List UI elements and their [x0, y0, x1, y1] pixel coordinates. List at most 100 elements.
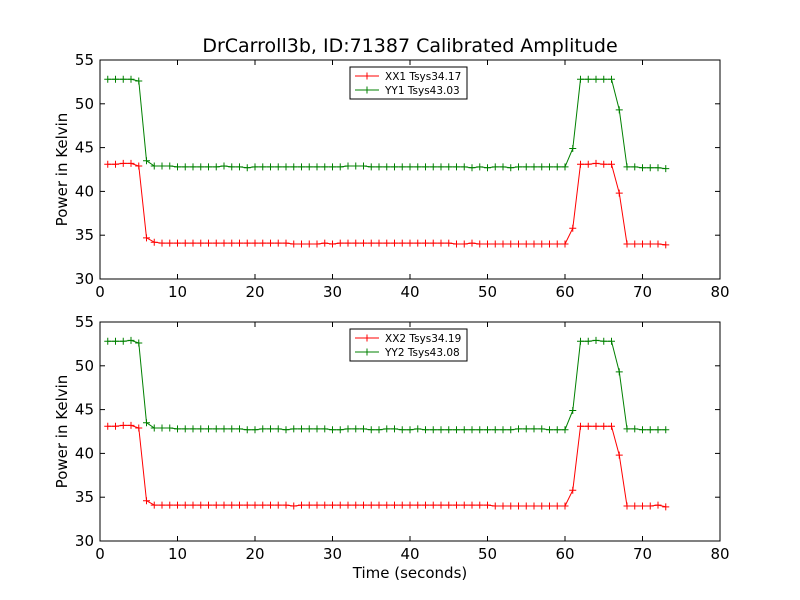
data-point	[344, 239, 352, 247]
data-point	[321, 425, 329, 433]
data-point	[197, 239, 205, 247]
data-point	[205, 501, 212, 509]
data-point	[553, 240, 561, 248]
data-point	[468, 164, 476, 172]
data-point	[205, 163, 212, 171]
data-point	[181, 163, 189, 171]
data-point	[236, 239, 243, 247]
data-point	[174, 425, 181, 433]
x-tick-label: 30	[323, 283, 342, 301]
data-point	[538, 163, 546, 171]
data-point	[143, 234, 150, 242]
data-point	[329, 426, 336, 434]
data-point	[243, 239, 251, 247]
data-point	[282, 239, 290, 247]
data-point	[274, 163, 282, 171]
y-tick-label: 50	[75, 95, 94, 113]
x-tick-label: 40	[400, 283, 419, 301]
data-point	[375, 426, 383, 434]
y-tick-label: 35	[75, 226, 94, 244]
data-point	[158, 424, 166, 432]
data-point	[654, 240, 662, 248]
data-point	[406, 239, 414, 247]
data-point	[437, 239, 445, 247]
data-point	[329, 163, 336, 171]
data-point	[584, 337, 592, 345]
data-point	[546, 240, 553, 248]
data-point	[189, 163, 197, 171]
data-point	[662, 165, 670, 173]
data-point	[274, 501, 282, 509]
x-tick-label: 50	[478, 283, 497, 301]
data-point	[546, 502, 553, 510]
data-point	[662, 426, 670, 434]
data-point	[298, 240, 305, 248]
data-point	[313, 501, 321, 509]
data-point	[445, 426, 453, 434]
data-point	[228, 239, 236, 247]
data-point	[476, 426, 484, 434]
legend: XX2 Tsys34.19 YY2 Tsys43.08	[349, 328, 468, 362]
data-point	[507, 240, 515, 248]
data-point	[282, 426, 290, 434]
data-point	[577, 160, 584, 168]
data-point	[561, 502, 569, 510]
data-point	[267, 239, 274, 247]
data-point	[546, 426, 553, 434]
data-point	[135, 424, 143, 432]
data-point	[522, 240, 530, 248]
data-point	[119, 421, 127, 429]
data-point	[150, 238, 158, 246]
data-point	[406, 426, 414, 434]
data-point	[290, 163, 298, 171]
data-point	[553, 502, 561, 510]
data-point	[391, 163, 398, 171]
data-point	[398, 426, 406, 434]
data-point	[127, 159, 135, 167]
data-point	[406, 163, 414, 171]
data-point	[453, 426, 460, 434]
legend-label: YY2 Tsys43.08	[384, 347, 460, 359]
legend-box	[349, 66, 468, 100]
data-point	[352, 425, 360, 433]
data-point	[344, 162, 352, 170]
y-tick-label: 45	[75, 139, 94, 157]
data-point	[135, 339, 143, 347]
data-point	[267, 501, 274, 509]
data-point	[352, 162, 360, 170]
data-point	[367, 239, 375, 247]
data-point	[274, 425, 282, 433]
data-point	[422, 426, 429, 434]
data-point	[460, 240, 468, 248]
legend-box	[349, 328, 468, 362]
data-point	[639, 502, 646, 510]
data-point	[104, 337, 112, 345]
data-point	[530, 163, 538, 171]
data-point	[104, 422, 112, 430]
data-point	[398, 239, 406, 247]
data-point	[577, 337, 584, 345]
data-point	[251, 163, 259, 171]
data-point	[569, 144, 577, 152]
series-xx2	[104, 421, 670, 511]
x-tick-label: 30	[323, 545, 342, 563]
y-tick-label: 30	[75, 270, 94, 288]
data-point	[127, 336, 135, 344]
data-point	[112, 160, 119, 168]
data-point	[336, 426, 344, 434]
data-point	[212, 163, 220, 171]
data-point	[298, 501, 305, 509]
data-point	[205, 239, 212, 247]
data-point	[112, 422, 119, 430]
data-point	[267, 425, 274, 433]
data-point	[654, 426, 662, 434]
data-point	[561, 240, 569, 248]
data-point	[654, 501, 662, 509]
data-point	[336, 163, 344, 171]
data-point	[360, 425, 367, 433]
data-point	[305, 163, 313, 171]
data-point	[290, 240, 298, 248]
data-point	[321, 163, 329, 171]
data-point	[158, 239, 166, 247]
y-tick-label: 40	[75, 182, 94, 200]
